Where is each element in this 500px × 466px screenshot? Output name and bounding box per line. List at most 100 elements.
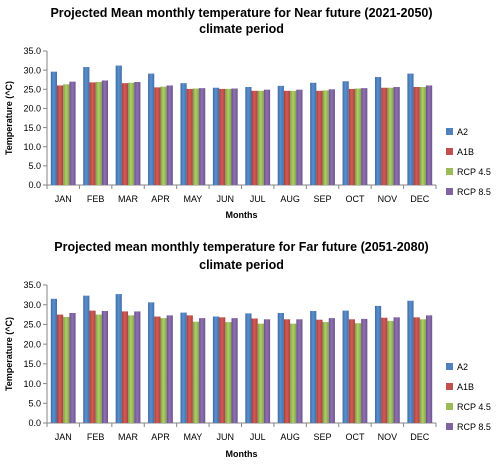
x-tick-label: FEB (87, 194, 105, 204)
x-tick-label: JUN (217, 194, 235, 204)
bar-a2-oct (342, 310, 349, 423)
bar-rcp-4-5-aug (290, 90, 297, 185)
y-tick-label: 0.0 (28, 418, 41, 428)
y-tick-label: 20.0 (23, 339, 41, 349)
y-tick-label: 30.0 (23, 65, 41, 75)
bar-a1b-dec (413, 317, 420, 423)
legend: A2 A1B RCP 4.5 RCP 8.5 (446, 127, 491, 197)
y-tick-label: 10.0 (23, 142, 41, 152)
x-tick-label: MAR (118, 194, 139, 204)
y-tick-label: 25.0 (23, 84, 41, 94)
y-tick-label: 15.0 (23, 359, 41, 369)
bar-a1b-apr (154, 316, 161, 423)
x-tick-label: SEP (314, 194, 332, 204)
bar-a2-jun (212, 316, 220, 423)
bar-a2-sep (310, 82, 317, 185)
bar-a1b-jun (219, 88, 226, 185)
y-tick-label: 5.0 (28, 398, 41, 408)
bar-a1b-feb (89, 82, 96, 185)
bar-a1b-dec (413, 86, 420, 185)
bar-a1b-sep (316, 319, 323, 423)
x-tick-label: DEC (410, 432, 430, 442)
bar-rcp-8-5-dec (425, 315, 433, 423)
y-tick-label: 5.0 (28, 161, 41, 171)
bar-rcp-4-5-jul (257, 90, 264, 185)
legend-label: RCP 4.5 (457, 402, 491, 412)
legend-swatch (446, 423, 453, 430)
legend-label: RCP 8.5 (457, 187, 491, 197)
bar-rcp-8-5-oct (361, 88, 368, 185)
bar-a2-aug (277, 312, 284, 423)
bar-rcp-8-5-mar (134, 82, 141, 185)
bar-rcp-4-5-mar (128, 82, 135, 185)
bar-a1b-jun (219, 317, 226, 423)
bar-rcp-8-5-may (199, 318, 206, 423)
bar-rcp-8-5-jun (231, 318, 238, 423)
legend: A2 A1B RCP 4.5 RCP 8.5 (446, 362, 491, 432)
bar-a1b-mar (121, 311, 129, 423)
bar-a1b-sep (316, 90, 323, 185)
legend-swatch (446, 148, 453, 155)
bar-rcp-4-5-oct (354, 323, 362, 423)
bar-rcp-8-5-feb (101, 80, 109, 185)
x-tick-label: APR (151, 432, 170, 442)
bar-rcp-4-5-feb (95, 314, 102, 423)
x-axis-label: Months (226, 449, 258, 459)
legend-swatch (446, 188, 453, 195)
x-tick-label: SEP (314, 432, 332, 442)
bar-rcp-4-5-jul (257, 323, 264, 423)
y-tick-label: 25.0 (23, 320, 41, 330)
bar-a2-nov (374, 305, 382, 423)
legend-label: A1B (457, 382, 474, 392)
bar-a2-oct (342, 81, 349, 185)
legend-label: RCP 4.5 (457, 167, 491, 177)
x-tick-label: FEB (87, 432, 105, 442)
bar-rcp-4-5-mar (128, 315, 135, 423)
y-tick-label: 20.0 (23, 104, 41, 114)
bar-rcp-4-5-may (192, 88, 200, 185)
bar-rcp-4-5-oct (354, 88, 362, 185)
x-tick-label: JUL (250, 432, 266, 442)
bar-a2-nov (374, 77, 382, 185)
bar-a2-sep (310, 311, 317, 423)
bar-a2-feb (83, 67, 90, 185)
legend-swatch (446, 168, 453, 175)
bar-rcp-4-5-jun (225, 322, 232, 423)
bar-rcp-8-5-nov (393, 317, 400, 423)
bar-rcp-8-5-aug (296, 89, 303, 185)
y-tick-label: 35.0 (23, 280, 41, 290)
bar-rcp-8-5-jul (263, 89, 271, 185)
x-tick-label: MAR (118, 432, 139, 442)
bar-rcp-4-5-apr (160, 86, 167, 185)
bar-rcp-8-5-feb (101, 311, 109, 423)
y-tick-label: 30.0 (23, 300, 41, 310)
x-tick-label: JAN (55, 432, 72, 442)
bar-a1b-jan (57, 85, 64, 185)
chart-subtitle: climate period (199, 22, 284, 36)
chart-title: Projected mean monthly temperature for F… (54, 240, 428, 254)
x-tick-label: APR (151, 194, 170, 204)
bar-rcp-4-5-nov (387, 87, 394, 185)
bar-a1b-nov (381, 87, 388, 185)
legend-swatch (446, 403, 453, 410)
x-tick-label: OCT (345, 194, 365, 204)
y-axis-label: Temperature (^C) (4, 81, 14, 155)
chart-subtitle: climate period (199, 258, 284, 272)
x-tick-label: MAY (183, 194, 202, 204)
chart-1: Projected Mean monthly temperature for N… (4, 6, 491, 220)
legend-label: A2 (457, 127, 468, 137)
bar-rcp-8-5-aug (296, 319, 303, 423)
bar-rcp-8-5-jan (69, 312, 76, 423)
bar-rcp-4-5-nov (387, 320, 394, 423)
bar-rcp-8-5-apr (166, 85, 173, 185)
bar-a2-dec (407, 300, 414, 423)
bar-rcp-8-5-jun (231, 88, 238, 185)
x-tick-label: NOV (378, 194, 398, 204)
bar-a1b-jul (251, 318, 258, 423)
bar-a1b-jul (251, 90, 258, 185)
bar-rcp-4-5-sep (322, 322, 329, 423)
bar-a1b-aug (283, 90, 291, 185)
bar-rcp-8-5-dec (425, 85, 433, 185)
bar-a2-may (180, 312, 187, 423)
bar-a2-jul (245, 313, 252, 423)
